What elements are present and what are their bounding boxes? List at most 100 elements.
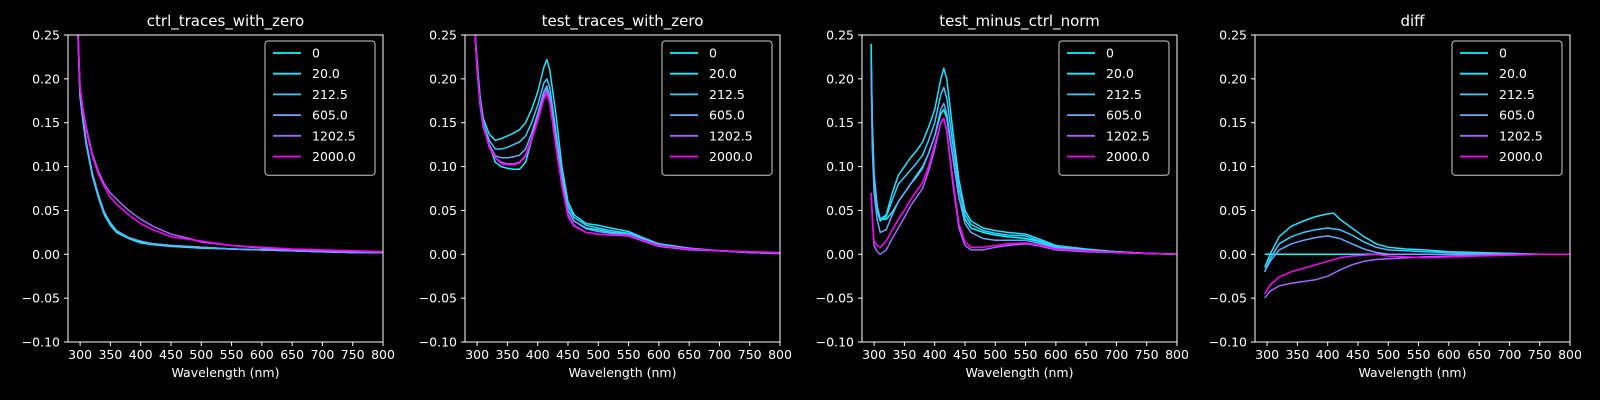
- x-tick-label: 500: [1376, 347, 1400, 362]
- x-tick-label: 700: [1497, 347, 1521, 362]
- x-tick-label: 650: [677, 347, 701, 362]
- x-tick-label: 500: [586, 347, 610, 362]
- x-tick-label: 700: [1104, 347, 1128, 362]
- x-tick-label: 500: [189, 347, 213, 362]
- x-tick-label: 450: [556, 347, 580, 362]
- legend-label: 605.0: [709, 108, 745, 123]
- x-tick-label: 300: [465, 347, 489, 362]
- y-tick-label: 0.10: [32, 159, 60, 174]
- y-tick-label: 0.15: [32, 115, 60, 130]
- x-tick-label: 550: [1014, 347, 1038, 362]
- x-tick-label: 350: [495, 347, 519, 362]
- y-tick-label: −0.05: [22, 291, 60, 306]
- x-tick-label: 400: [1316, 347, 1340, 362]
- x-tick-label: 400: [129, 347, 153, 362]
- chart-title: ctrl_traces_with_zero: [147, 12, 304, 31]
- x-tick-label: 750: [341, 347, 365, 362]
- axes-frame: [861, 34, 1178, 343]
- legend: 0 20.0 212.5 605.0 1202.5 2000.0: [264, 40, 376, 176]
- x-tick-label: 400: [526, 347, 550, 362]
- legend-label: 1202.5: [709, 128, 753, 143]
- y-tick-label: 0.20: [1219, 71, 1247, 86]
- series-line-3: [870, 61, 1177, 256]
- x-tick-label: 800: [768, 347, 792, 362]
- y-tick-label: 0.25: [826, 28, 854, 43]
- chart-title: test_traces_with_zero: [542, 12, 704, 31]
- x-tick-label: 350: [98, 347, 122, 362]
- y-tick-label: 0.15: [429, 115, 457, 130]
- legend-label: 605.0: [312, 108, 348, 123]
- y-tick-label: 0.05: [826, 203, 854, 218]
- legend-label: 212.5: [1499, 87, 1535, 102]
- x-axis-label: Wavelength (nm): [172, 365, 280, 380]
- x-tick-label: 600: [250, 347, 274, 362]
- legend-label: 2000.0: [312, 149, 356, 164]
- series-line-6: [870, 117, 1177, 256]
- series-line-4: [1264, 235, 1570, 273]
- axes-frame: [464, 34, 781, 343]
- x-tick-label: 550: [220, 347, 244, 362]
- series-line-6: [1264, 253, 1570, 295]
- x-tick-label: 550: [617, 347, 641, 362]
- x-tick-label: 700: [707, 347, 731, 362]
- y-tick-label: −0.10: [419, 335, 457, 350]
- y-tick-label: 0.00: [429, 247, 457, 262]
- series-line-6: [474, 35, 780, 254]
- x-tick-label: 650: [1074, 347, 1098, 362]
- x-tick-label: 550: [1407, 347, 1431, 362]
- y-tick-label: 0.15: [1219, 115, 1247, 130]
- y-tick-label: 0.05: [1219, 203, 1247, 218]
- legend: 0 20.0 212.5 605.0 1202.5 2000.0: [661, 40, 773, 176]
- series-line-4: [77, 35, 383, 254]
- axes-frame: [1254, 34, 1571, 343]
- legend-label: 605.0: [1106, 108, 1142, 123]
- x-tick-label: 750: [738, 347, 762, 362]
- x-tick-label: 600: [647, 347, 671, 362]
- x-tick-label: 500: [983, 347, 1007, 362]
- x-tick-label: 800: [1558, 347, 1582, 362]
- legend-label: 0: [1499, 46, 1507, 61]
- x-tick-label: 450: [953, 347, 977, 362]
- legend-label: 20.0: [312, 66, 340, 81]
- x-tick-label: 400: [923, 347, 947, 362]
- y-tick-label: 0.10: [826, 159, 854, 174]
- series-line-2: [1264, 212, 1570, 268]
- series-line-4: [870, 70, 1177, 256]
- chart-title: diff: [1400, 12, 1425, 30]
- chart-title: test_minus_ctrl_norm: [939, 12, 1100, 31]
- x-tick-label: 700: [310, 347, 334, 362]
- x-tick-label: 650: [1467, 347, 1491, 362]
- series-group: [474, 35, 780, 255]
- x-tick-label: 450: [159, 347, 183, 362]
- x-axis-label: Wavelength (nm): [569, 365, 677, 380]
- y-tick-label: 0.20: [32, 71, 60, 86]
- y-tick-label: 0.05: [429, 203, 457, 218]
- y-tick-label: 0.15: [826, 115, 854, 130]
- y-tick-label: −0.05: [1209, 291, 1247, 306]
- y-tick-label: 0.25: [429, 28, 457, 43]
- y-tick-label: 0.20: [429, 71, 457, 86]
- legend-label: 2000.0: [709, 149, 753, 164]
- legend-label: 0: [709, 46, 717, 61]
- y-tick-label: −0.10: [22, 335, 60, 350]
- series-line-1: [870, 43, 1177, 256]
- series-group: [77, 35, 383, 254]
- x-axis-label: Wavelength (nm): [966, 365, 1074, 380]
- y-tick-label: 0.25: [32, 28, 60, 43]
- series-line-3: [474, 35, 780, 255]
- chart-panel-4: diff 300 350 400 450 500 550 600 650 700 750 800 0.2…: [1209, 12, 1582, 380]
- chart-panel-1: ctrl_traces_with_zero 300 350 400 450 500 550 6…: [22, 12, 395, 380]
- x-tick-label: 350: [1285, 347, 1309, 362]
- legend-label: 212.5: [1106, 87, 1142, 102]
- series-line-6: [77, 35, 383, 253]
- y-tick-label: 0.05: [32, 203, 60, 218]
- y-tick-label: 0.10: [1219, 159, 1247, 174]
- x-tick-label: 650: [280, 347, 304, 362]
- y-tick-label: −0.10: [816, 335, 854, 350]
- y-tick-label: −0.05: [816, 291, 854, 306]
- y-tick-label: 0.00: [826, 247, 854, 262]
- series-group: [870, 43, 1177, 256]
- legend: 0 20.0 212.5 605.0 1202.5 2000.0: [1058, 40, 1170, 176]
- y-tick-label: 0.10: [429, 159, 457, 174]
- x-tick-label: 750: [1135, 347, 1159, 362]
